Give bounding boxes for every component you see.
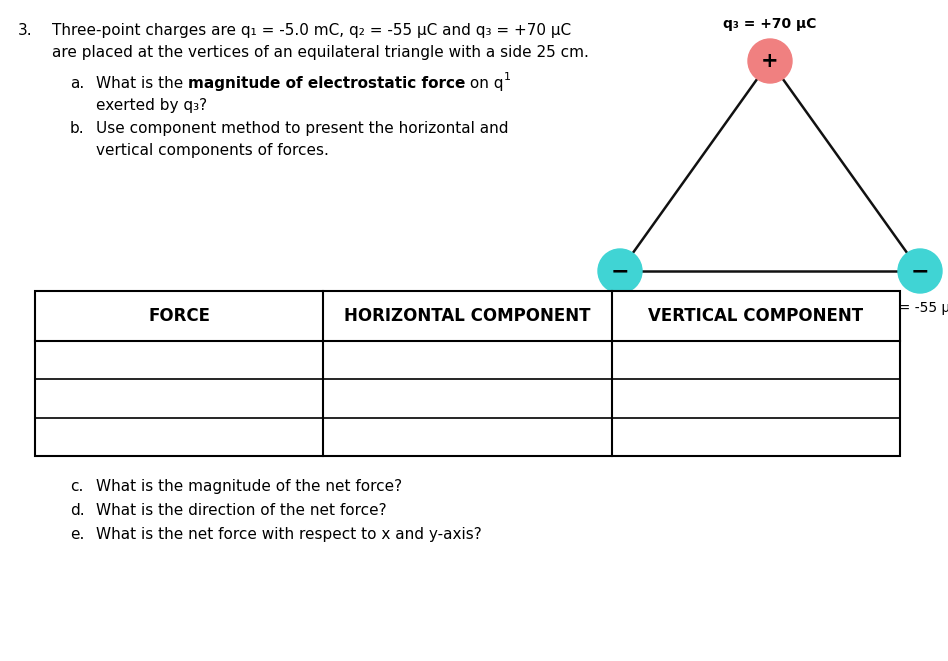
Text: are placed at the vertices of an equilateral triangle with a side 25 cm.: are placed at the vertices of an equilat… xyxy=(52,45,589,60)
Text: 1: 1 xyxy=(504,72,511,82)
Text: on q: on q xyxy=(465,76,504,91)
Text: VERTICAL COMPONENT: VERTICAL COMPONENT xyxy=(648,307,864,325)
Text: magnitude of electrostatic force: magnitude of electrostatic force xyxy=(188,76,465,91)
Text: exerted by q₃?: exerted by q₃? xyxy=(96,98,207,113)
Text: vertical components of forces.: vertical components of forces. xyxy=(96,143,329,158)
Text: −: − xyxy=(611,261,629,281)
Text: c.: c. xyxy=(70,479,83,494)
Circle shape xyxy=(598,249,642,293)
Text: What is the net force with respect to x and y-axis?: What is the net force with respect to x … xyxy=(96,527,482,542)
Text: q₁ = -5.0 mC: q₁ = -5.0 mC xyxy=(575,301,665,315)
Circle shape xyxy=(748,39,792,83)
Text: e.: e. xyxy=(70,527,84,542)
Text: −: − xyxy=(911,261,929,281)
Text: Three-point charges are q₁ = -5.0 mC, q₂ = -55 μC and q₃ = +70 μC: Three-point charges are q₁ = -5.0 mC, q₂… xyxy=(52,23,571,38)
Text: q₂ = -55 μC: q₂ = -55 μC xyxy=(880,301,948,315)
Text: 3.: 3. xyxy=(18,23,32,38)
Text: +: + xyxy=(761,51,779,71)
Text: What is the magnitude of the net force?: What is the magnitude of the net force? xyxy=(96,479,402,494)
Bar xyxy=(35,291,900,456)
Text: d.: d. xyxy=(70,503,84,518)
Text: Use component method to present the horizontal and: Use component method to present the hori… xyxy=(96,121,508,136)
Text: HORIZONTAL COMPONENT: HORIZONTAL COMPONENT xyxy=(344,307,591,325)
Text: b.: b. xyxy=(70,121,84,136)
Text: FORCE: FORCE xyxy=(148,307,210,325)
Text: What is the direction of the net force?: What is the direction of the net force? xyxy=(96,503,387,518)
Circle shape xyxy=(898,249,942,293)
Text: What is the: What is the xyxy=(96,76,188,91)
Text: q₃ = +70 μC: q₃ = +70 μC xyxy=(723,17,816,31)
Text: a.: a. xyxy=(70,76,84,91)
